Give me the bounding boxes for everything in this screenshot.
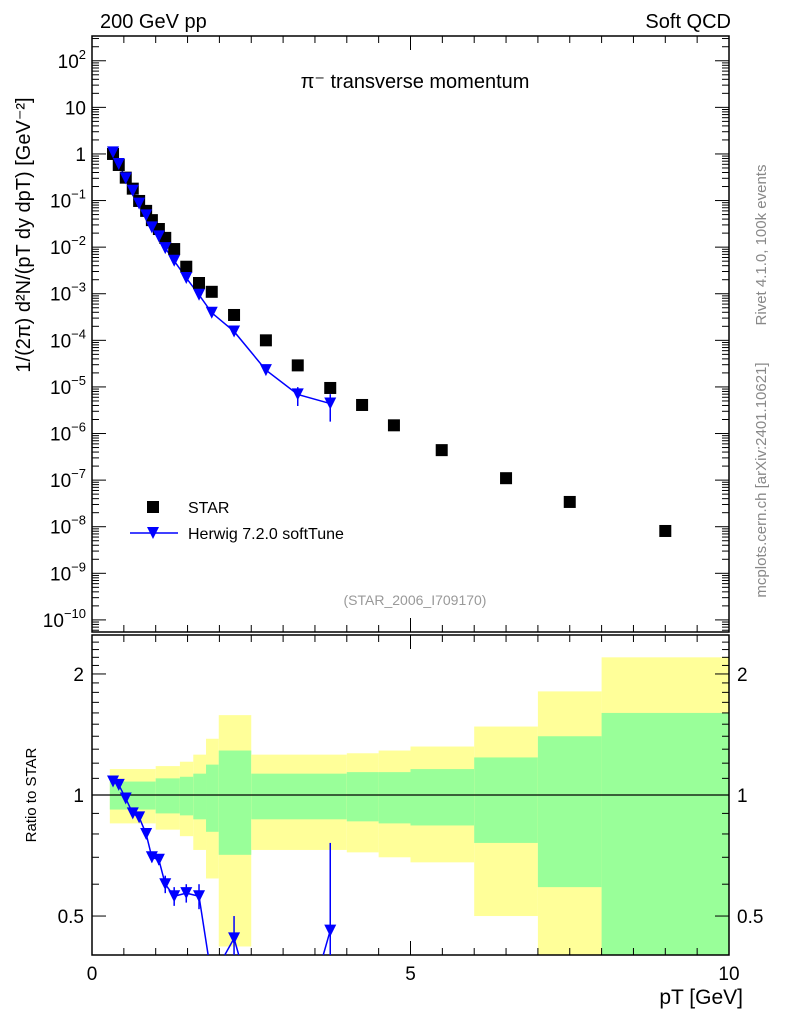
- y-tick-label: 10−3: [50, 280, 86, 306]
- data-marks: [107, 146, 672, 956]
- ratio-band-stat: [179, 776, 194, 816]
- herwig-point: [291, 388, 304, 401]
- ratio-point: [180, 887, 193, 900]
- ratio-band-stat: [537, 736, 602, 888]
- tick-labels: 10−1010−910−810−710−610−510−410−310−210−…: [43, 47, 764, 985]
- y-tick-label: 10−8: [50, 513, 86, 539]
- star-point: [659, 524, 672, 537]
- ratio-point: [119, 792, 132, 805]
- main-frame: [91, 35, 730, 633]
- legend-herwig-marker: [147, 527, 159, 539]
- ratio-point: [324, 924, 337, 937]
- herwig-point: [107, 146, 120, 159]
- ratio-point: [140, 827, 153, 840]
- ratio-point: [112, 778, 125, 791]
- star-point: [563, 495, 576, 508]
- x-tick-label: 5: [405, 964, 416, 985]
- ratio-bands: [109, 657, 729, 955]
- star-point: [205, 285, 218, 298]
- star-point: [193, 277, 206, 290]
- ratio-band-stat: [218, 750, 252, 855]
- y-tick-label: 10−6: [50, 420, 86, 446]
- herwig-point: [259, 364, 272, 377]
- header-right: Soft QCD: [645, 11, 731, 33]
- ratio-band-stat: [193, 773, 207, 820]
- star-point: [291, 359, 304, 372]
- ratio-band-stat: [474, 757, 538, 843]
- ratio-point: [107, 775, 120, 788]
- y-tick-label: 10−2: [50, 233, 86, 259]
- ratio-y-tick-label-right: 2: [737, 665, 748, 686]
- ratio-band-stat: [251, 773, 347, 820]
- x-tick-label: 10: [718, 964, 739, 985]
- herwig-point: [159, 242, 172, 255]
- star-point: [324, 381, 337, 394]
- star-point: [500, 472, 513, 485]
- ratio-band-stat: [346, 772, 379, 822]
- axis-ticks: [91, 36, 730, 956]
- ratio-y-tick-label-right: 1: [737, 786, 748, 807]
- star-point: [356, 398, 369, 411]
- x-tick-label: 0: [87, 964, 98, 985]
- herwig-point: [140, 209, 153, 222]
- ratio-point: [193, 890, 206, 903]
- rivet-label: Rivet 4.1.0, 100k events: [753, 165, 770, 326]
- herwig-point: [112, 157, 125, 170]
- y-tick-label: 10−7: [50, 466, 86, 492]
- ratio-y-tick-label-right: 0.5: [737, 907, 763, 928]
- header-left: 200 GeV pp: [100, 11, 207, 33]
- ratio-series: [107, 775, 337, 956]
- ratio-point: [126, 807, 139, 820]
- y-tick-label: 10: [65, 98, 86, 119]
- y-tick-label: 10−9: [50, 559, 86, 585]
- legend-star-marker: [147, 501, 159, 513]
- star-point: [180, 260, 193, 273]
- ratio-band-stat: [155, 778, 180, 814]
- y-tick-label: 10−10: [43, 606, 86, 632]
- legend: STAR Herwig 7.2.0 softTune: [130, 500, 344, 543]
- star-point: [435, 444, 448, 457]
- ratio-point: [159, 878, 172, 891]
- herwig-point: [193, 288, 206, 301]
- ratio-y-tick-label: 1: [73, 786, 84, 807]
- herwig-point: [145, 221, 158, 234]
- ratio-band-stat: [378, 772, 411, 824]
- herwig-point: [228, 325, 241, 338]
- herwig-point: [152, 230, 165, 243]
- y-tick-label: 102: [58, 47, 86, 73]
- y-tick-label: 10−4: [50, 326, 86, 352]
- star-point: [387, 419, 400, 432]
- x-axis-label: pT [GeV]: [659, 986, 743, 1009]
- star-point: [168, 243, 181, 256]
- y-tick-label: 1: [75, 145, 86, 166]
- ratio-y-tick-label: 2: [73, 665, 84, 686]
- y-tick-label: 10−1: [50, 187, 86, 213]
- y-axis-label: 1/(2π) d²N/(pT dy dpT) [GeV⁻²]: [13, 97, 35, 372]
- mcplots-label: mcplots.cern.ch [arXiv:2401.10621]: [753, 362, 770, 597]
- ratio-band-stat: [410, 769, 475, 826]
- ratio-y-tick-label: 0.5: [58, 907, 84, 928]
- legend-herwig-label: Herwig 7.2.0 softTune: [188, 526, 344, 543]
- herwig-point: [168, 254, 181, 267]
- ratio-point: [228, 932, 241, 945]
- ratio-band-stat: [206, 764, 219, 832]
- herwig-point: [119, 172, 132, 185]
- ratio-y-axis-label: Ratio to STAR: [23, 747, 40, 842]
- y-tick-label: 10−5: [50, 373, 86, 399]
- herwig-point: [180, 271, 193, 284]
- herwig-point: [205, 306, 218, 319]
- plot-title: π⁻ transverse momentum: [301, 71, 530, 93]
- herwig-point: [324, 397, 337, 410]
- legend-star-label: STAR: [188, 500, 229, 517]
- ratio-band-stat: [601, 712, 729, 955]
- star-point: [259, 334, 272, 347]
- herwig-point: [133, 197, 146, 210]
- ratio-point: [152, 853, 165, 866]
- ratio-point: [168, 890, 181, 903]
- herwig-point: [126, 184, 139, 197]
- ratio-point: [133, 811, 146, 824]
- star-point: [228, 308, 241, 321]
- reference-label: (STAR_2006_I709170): [344, 592, 487, 608]
